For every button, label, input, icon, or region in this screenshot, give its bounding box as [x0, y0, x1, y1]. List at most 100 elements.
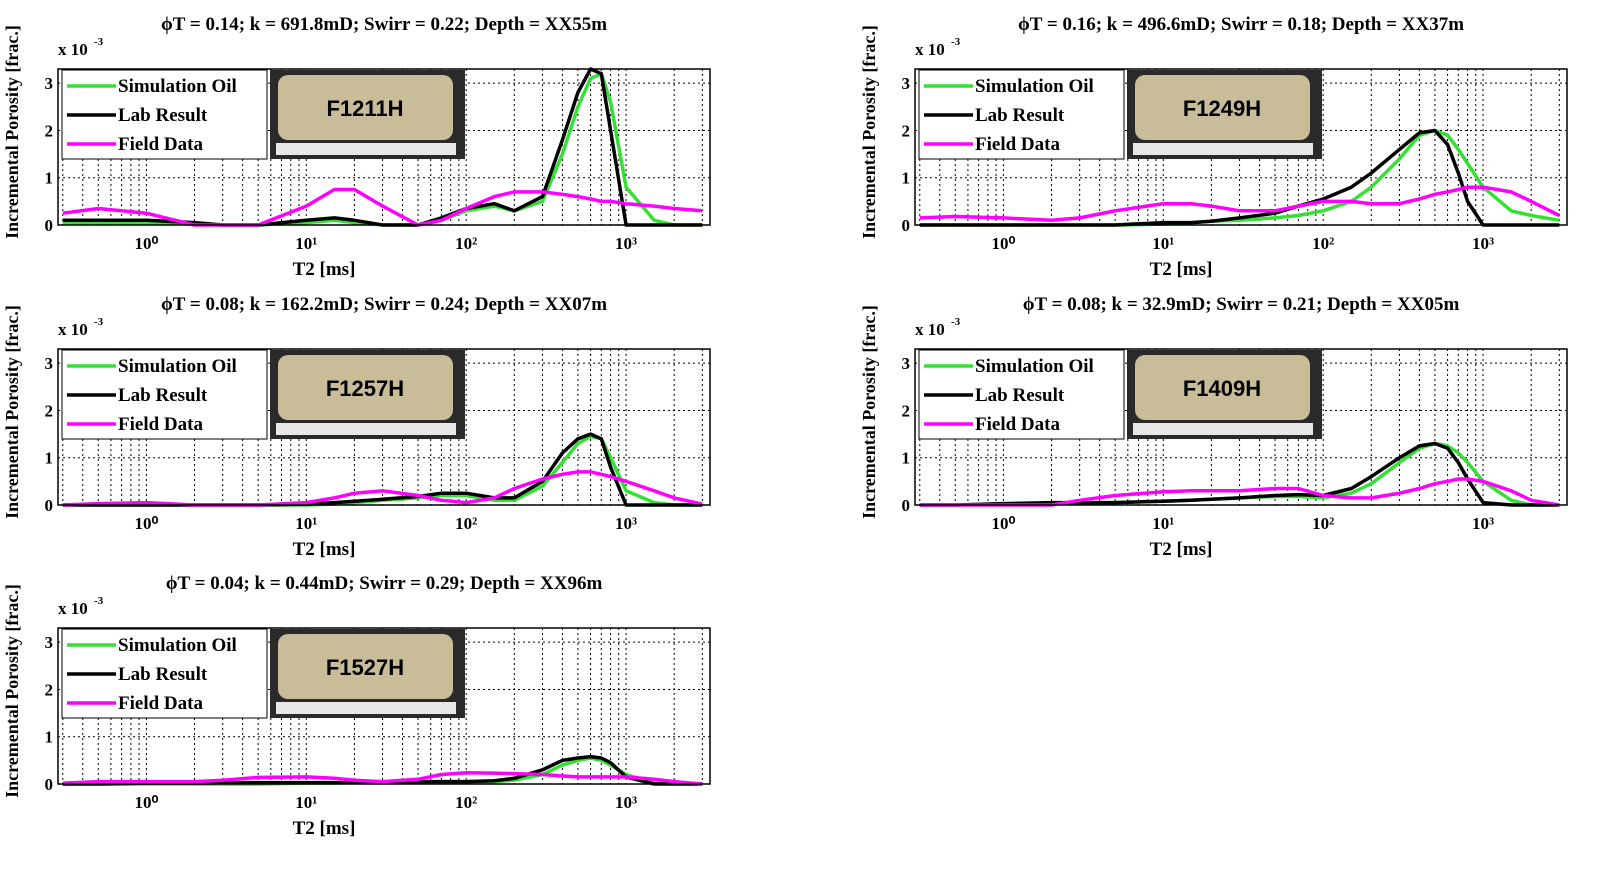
x-tick-label: 10³ [615, 793, 637, 812]
legend: Simulation Oil Lab Result Field Data [918, 349, 1125, 440]
legend: Simulation Oil Lab Result Field Data [61, 69, 268, 160]
x-axis-label: T2 [ms] [293, 818, 356, 839]
y-tick-label: 3 [45, 74, 54, 93]
y-tick-label: 1 [45, 728, 54, 747]
series-line [62, 754, 703, 786]
x-axis-label: T2 [ms] [1150, 259, 1213, 280]
legend-label: Lab Result [118, 664, 208, 685]
y-tick-label: 3 [45, 633, 54, 652]
legend-label: Simulation Oil [118, 635, 237, 656]
y-axis-label: Incremental Porosity [frac.] [859, 305, 879, 519]
y-axis-label: Incremental Porosity [frac.] [2, 584, 22, 798]
x-tick-label: 10³ [615, 234, 637, 253]
y-tick-label: 3 [902, 354, 911, 373]
y-multiplier-exp: -3 [951, 316, 961, 328]
y-tick-label: 3 [45, 354, 54, 373]
y-tick-label: 1 [902, 169, 911, 188]
core-label: F1249H [1183, 96, 1261, 121]
legend-label: Simulation Oil [975, 356, 1094, 377]
legend-label: Field Data [118, 414, 203, 435]
core-ruler [276, 423, 456, 435]
legend-label: Field Data [118, 134, 203, 155]
y-tick-label: 2 [902, 401, 911, 420]
y-multiplier: x 10 [58, 320, 88, 339]
y-axis-label: Incremental Porosity [frac.] [859, 25, 879, 239]
y-tick-label: 2 [45, 680, 54, 699]
x-tick-label: 10¹ [295, 514, 317, 533]
y-multiplier: x 10 [58, 40, 88, 59]
core-body [1135, 75, 1310, 140]
y-tick-label: 1 [45, 169, 54, 188]
core-body [278, 355, 453, 420]
x-tick-label: 10⁰ [134, 234, 158, 253]
y-multiplier: x 10 [915, 320, 945, 339]
y-tick-label: 0 [902, 216, 911, 235]
x-tick-label: 10¹ [1152, 514, 1174, 533]
axes-frame [914, 68, 1568, 226]
axes-frame [57, 68, 711, 226]
x-axis-label: T2 [ms] [1150, 539, 1213, 560]
x-tick-label: 10¹ [295, 234, 317, 253]
y-multiplier-exp: -3 [94, 316, 104, 328]
x-tick-label: 10³ [1472, 514, 1494, 533]
legend-label: Simulation Oil [118, 76, 237, 97]
core-body [1135, 355, 1310, 420]
chart-panel: 10⁰ 10¹ 10² 10³ 0 1 2 3 Simulation Oil Lab Result… [2, 573, 711, 839]
core-label: F1527H [326, 655, 404, 680]
core-label: F1211H [326, 96, 403, 121]
legend-label: Field Data [975, 134, 1060, 155]
legend-label: Lab Result [975, 385, 1065, 406]
core-label: F1257H [326, 376, 404, 401]
y-multiplier-exp: -3 [94, 36, 104, 48]
y-tick-label: 3 [902, 74, 911, 93]
axes-frame [57, 348, 711, 506]
y-tick-label: 2 [45, 401, 54, 420]
legend-label: Field Data [118, 693, 203, 714]
x-axis-label: T2 [ms] [293, 259, 356, 280]
x-tick-label: 10⁰ [991, 234, 1015, 253]
x-tick-label: 10² [455, 514, 477, 533]
x-tick-label: 10¹ [295, 793, 317, 812]
chart-title: ϕT = 0.16; k = 496.6mD; Swirr = 0.18; De… [1018, 14, 1464, 35]
x-tick-label: 10² [1312, 514, 1334, 533]
axes-frame [57, 627, 711, 785]
x-axis-label: T2 [ms] [293, 539, 356, 560]
y-axis-label: Incremental Porosity [frac.] [2, 305, 22, 519]
x-tick-label: 10⁰ [134, 514, 158, 533]
chart-panel: 10⁰ 10¹ 10² 10³ 0 1 2 3 Simulation Oil Lab Result… [2, 294, 711, 560]
x-tick-label: 10² [455, 793, 477, 812]
chart-panel: 10⁰ 10¹ 10² 10³ 0 1 2 3 Simulation Oil Lab Result… [859, 14, 1568, 280]
axes-frame [914, 348, 1568, 506]
y-tick-label: 0 [45, 775, 54, 794]
core-ruler [1133, 423, 1313, 435]
series-line [919, 185, 1561, 223]
core-ruler [1133, 143, 1313, 155]
chart-panel: 10⁰ 10¹ 10² 10³ 0 1 2 3 Simulation Oil Lab Result… [859, 294, 1568, 560]
chart-panel: 10⁰ 10¹ 10² 10³ 0 1 2 3 Simulation Oil Lab Result… [2, 14, 711, 280]
x-tick-label: 10⁰ [134, 793, 158, 812]
core-ruler [276, 702, 456, 714]
x-tick-label: 10¹ [1152, 234, 1174, 253]
y-multiplier: x 10 [915, 40, 945, 59]
legend-label: Lab Result [118, 385, 208, 406]
legend-label: Lab Result [975, 105, 1065, 126]
y-tick-label: 2 [45, 121, 54, 140]
legend-label: Simulation Oil [118, 356, 237, 377]
core-body [278, 75, 453, 140]
x-tick-label: 10³ [1472, 234, 1494, 253]
chart-title: ϕT = 0.04; k = 0.44mD; Swirr = 0.29; Dep… [166, 573, 603, 594]
legend: Simulation Oil Lab Result Field Data [61, 349, 268, 440]
x-tick-label: 10³ [615, 514, 637, 533]
chart-title: ϕT = 0.08; k = 32.9mD; Swirr = 0.21; Dep… [1023, 294, 1460, 315]
legend-label: Simulation Oil [975, 76, 1094, 97]
legend: Simulation Oil Lab Result Field Data [61, 628, 268, 719]
series-line [62, 770, 703, 786]
core-ruler [276, 143, 456, 155]
y-tick-label: 0 [45, 216, 54, 235]
y-tick-label: 1 [45, 449, 54, 468]
chart-title: ϕT = 0.08; k = 162.2mD; Swirr = 0.24; De… [161, 294, 607, 315]
y-multiplier: x 10 [58, 599, 88, 618]
y-tick-label: 2 [902, 121, 911, 140]
y-multiplier-exp: -3 [94, 595, 104, 607]
